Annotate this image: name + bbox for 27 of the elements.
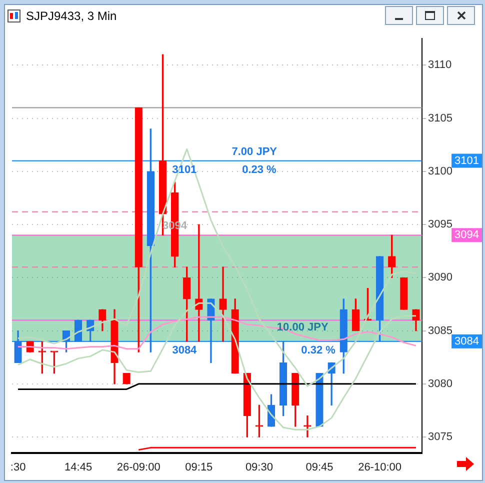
y-tick-label: 3085 — [428, 324, 452, 337]
annotation: 3084 — [172, 344, 198, 356]
y-tick-label: 3100 — [428, 165, 452, 178]
y-tick-label: 3095 — [428, 218, 452, 231]
y-tick-label: 3075 — [428, 431, 452, 444]
chart-title: SJPJ9433, 3 Min — [26, 9, 117, 23]
x-tick-label: 14:45 — [64, 462, 92, 474]
annotation: 7.00 JPY — [232, 146, 278, 158]
x-tick-label: 09:15 — [185, 462, 213, 474]
x-tick-label: 26-10:00 — [358, 462, 402, 474]
annotation: 10.00 JPY — [276, 321, 329, 334]
annotation: 0.23 % — [242, 164, 277, 176]
annotation: 0.32 % — [301, 344, 336, 356]
ref-line-label: 3084 — [454, 335, 480, 348]
x-tick-label: 26-09:00 — [116, 462, 160, 474]
ref-line-label: 3094 — [454, 229, 480, 242]
x-tick-label: 09:45 — [306, 462, 334, 474]
ref-line-label: 3101 — [454, 154, 480, 167]
annotation: 3101 — [172, 164, 197, 176]
candlestick — [219, 266, 227, 342]
y-tick-label: 3110 — [428, 59, 452, 72]
x-tick-label: 09:30 — [245, 462, 273, 474]
x-tick-label: :30 — [10, 462, 26, 474]
y-tick-label: 3090 — [428, 272, 452, 284]
y-tick-label: 3080 — [428, 378, 452, 390]
y-tick-label: 3105 — [428, 112, 452, 124]
candlestick — [304, 415, 312, 438]
